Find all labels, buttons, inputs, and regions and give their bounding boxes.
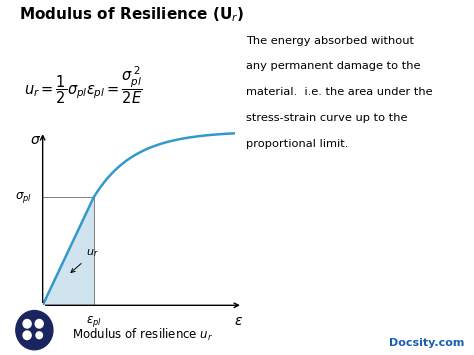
- Text: material.  i.e. the area under the: material. i.e. the area under the: [246, 87, 433, 97]
- Circle shape: [16, 311, 53, 350]
- Circle shape: [36, 332, 43, 339]
- Text: $\epsilon_{pl}$: $\epsilon_{pl}$: [86, 314, 101, 329]
- Text: $\sigma_{pl}$: $\sigma_{pl}$: [15, 190, 32, 205]
- Text: Modulus of resilience $u_r$: Modulus of resilience $u_r$: [72, 327, 213, 343]
- Circle shape: [23, 331, 31, 339]
- Text: $u_r$: $u_r$: [71, 247, 99, 273]
- Text: $\sigma$: $\sigma$: [30, 133, 41, 147]
- Text: $\epsilon$: $\epsilon$: [234, 314, 243, 328]
- Text: $u_r = \dfrac{1}{2}\sigma_{pl}\varepsilon_{pl} = \dfrac{\sigma_{pl}^{\,2}}{2E}$: $u_r = \dfrac{1}{2}\sigma_{pl}\varepsilo…: [24, 64, 143, 106]
- Text: any permanent damage to the: any permanent damage to the: [246, 61, 421, 71]
- Text: The energy absorbed without: The energy absorbed without: [246, 36, 414, 45]
- Text: Modulus of Resilience (U$_r$): Modulus of Resilience (U$_r$): [19, 5, 244, 24]
- Polygon shape: [43, 197, 94, 305]
- Circle shape: [35, 320, 43, 328]
- Circle shape: [23, 320, 31, 328]
- Text: proportional limit.: proportional limit.: [246, 139, 349, 149]
- Text: stress-strain curve up to the: stress-strain curve up to the: [246, 113, 408, 123]
- Text: Docsity.com: Docsity.com: [389, 338, 465, 348]
